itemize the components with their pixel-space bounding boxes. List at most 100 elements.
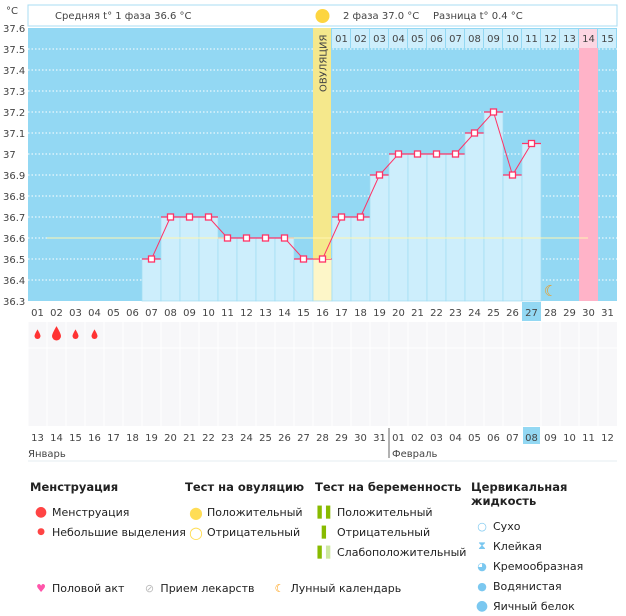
legend-item: Прием лекарств bbox=[160, 581, 255, 595]
legend-item: Лунный календарь bbox=[290, 581, 402, 595]
positive-circle-icon: ● bbox=[189, 502, 203, 522]
phase1-average: Средняя t° 1 фаза 36.6 °C bbox=[55, 11, 192, 22]
cycle-day-label: 31 bbox=[601, 308, 614, 319]
legend-item: Водянистая bbox=[493, 579, 562, 593]
date-label: 09 bbox=[544, 433, 557, 444]
cycle-day-label: 07 bbox=[145, 308, 158, 319]
luteal-day-label: 08 bbox=[468, 34, 481, 45]
date-label: 10 bbox=[563, 433, 576, 444]
cycle-day-label: 19 bbox=[373, 308, 386, 319]
creamy-icon: ◕ bbox=[477, 559, 487, 573]
legend-title: Тест на овуляцию bbox=[185, 480, 305, 494]
legend-title: Менструация bbox=[30, 480, 119, 494]
date-label: 11 bbox=[582, 433, 595, 444]
ovulation-label: ОВУЛЯЦИЯ bbox=[319, 35, 330, 93]
y-tick-label: 37.4 bbox=[3, 66, 25, 77]
luteal-day-cell bbox=[560, 29, 578, 48]
temperature-point bbox=[527, 139, 536, 148]
phase2-average: 2 фаза 37.0 °C bbox=[343, 11, 419, 22]
date-label: 27 bbox=[297, 433, 310, 444]
cycle-day-label: 05 bbox=[107, 308, 120, 319]
cycle-day-label: 22 bbox=[430, 308, 443, 319]
legend-ovulation-test: Тест на овуляцию ● Положительный ○ Отрицат… bbox=[185, 480, 304, 542]
date-label: 06 bbox=[487, 433, 500, 444]
menstruation-drop-icon bbox=[52, 326, 61, 341]
luteal-day-cell bbox=[446, 29, 464, 48]
cycle-day-label: 29 bbox=[563, 308, 576, 319]
date-label: 20 bbox=[164, 433, 177, 444]
month-label: Январь bbox=[28, 449, 66, 460]
legend-item: Клейкая bbox=[493, 539, 542, 553]
y-tick-label: 36.6 bbox=[3, 234, 25, 245]
temperature-bar bbox=[426, 153, 447, 302]
temperature-point bbox=[223, 234, 232, 242]
date-label: 31 bbox=[373, 433, 386, 444]
luteal-day-label: 14 bbox=[582, 34, 595, 45]
date-label: 05 bbox=[468, 433, 481, 444]
drop-small-icon: ● bbox=[37, 527, 45, 537]
temperature-point bbox=[166, 213, 175, 221]
legend-item: Положительный bbox=[337, 505, 433, 519]
cycle-day-label: 21 bbox=[411, 308, 424, 319]
date-label: 28 bbox=[316, 433, 329, 444]
temperature-point bbox=[280, 234, 289, 242]
luteal-day-cell bbox=[484, 29, 502, 48]
cycle-day-label: 03 bbox=[69, 308, 82, 319]
date-label: 03 bbox=[430, 433, 443, 444]
temperature-point bbox=[242, 234, 251, 242]
luteal-day-cell bbox=[579, 29, 597, 48]
temperature-point bbox=[508, 171, 517, 179]
luteal-day-label: 11 bbox=[525, 34, 538, 45]
today-highlight bbox=[522, 302, 541, 321]
cycle-day-label: 12 bbox=[240, 308, 253, 319]
temperature-point bbox=[299, 255, 308, 263]
cycle-day-label: 11 bbox=[221, 308, 234, 319]
y-tick-label: 37 bbox=[3, 150, 16, 161]
temperature-bar bbox=[236, 237, 257, 302]
temperature-point bbox=[147, 255, 156, 263]
ovulation-column bbox=[313, 28, 331, 259]
luteal-day-cell bbox=[522, 29, 540, 48]
cycle-day-label: 08 bbox=[164, 308, 177, 319]
temperature-bar bbox=[331, 216, 352, 302]
cycle-day-label: 06 bbox=[126, 308, 139, 319]
egg-white-icon: ● bbox=[475, 598, 489, 614]
luteal-day-label: 13 bbox=[563, 34, 576, 45]
temperature-point bbox=[470, 129, 479, 137]
temperature-bar bbox=[198, 216, 219, 302]
heart-icon: ♥ bbox=[36, 581, 46, 595]
cycle-day-label: 28 bbox=[544, 308, 557, 319]
luteal-day-label: 06 bbox=[430, 34, 443, 45]
temperature-bar bbox=[521, 143, 542, 302]
temperature-point bbox=[318, 255, 327, 263]
date-label: 02 bbox=[411, 433, 424, 444]
cycle-day-label: 16 bbox=[316, 308, 329, 319]
date-label: 30 bbox=[354, 433, 367, 444]
date-label: 07 bbox=[506, 433, 519, 444]
y-tick-label: 36.8 bbox=[3, 192, 25, 203]
luteal-day-label: 10 bbox=[506, 34, 519, 45]
temperature-difference: Разница t° 0.4 °C bbox=[433, 11, 523, 22]
faint-line-icon: ▌▌ bbox=[317, 545, 335, 559]
date-label: 21 bbox=[183, 433, 196, 444]
luteal-day-cell bbox=[598, 29, 616, 48]
cycle-day-label: 02 bbox=[50, 308, 63, 319]
luteal-day-cell bbox=[370, 29, 388, 48]
luteal-day-label: 04 bbox=[392, 34, 405, 45]
two-lines-icon: ▌▌ bbox=[317, 505, 335, 519]
moon-icon: ☾ bbox=[544, 282, 557, 300]
bbt-chart: °C Средняя t° 1 фаза 36.6 °C 2 фаза 37.0 °… bbox=[3, 4, 618, 462]
cycle-day-label: 04 bbox=[88, 308, 101, 319]
legend-item: Небольшие выделения bbox=[52, 525, 186, 539]
temperature-point bbox=[394, 150, 403, 158]
sticky-icon: ⧗ bbox=[478, 539, 486, 552]
symbols-area bbox=[28, 322, 617, 426]
legend-title: Тест на беременность bbox=[315, 480, 462, 494]
date-label: 17 bbox=[107, 433, 120, 444]
temperature-bar bbox=[179, 216, 200, 302]
legend-item: Менструация bbox=[52, 505, 130, 519]
luteal-day-cell bbox=[351, 29, 369, 48]
cycle-day-label: 20 bbox=[392, 308, 405, 319]
temperature-point bbox=[356, 213, 365, 221]
cycle-day-label: 01 bbox=[31, 308, 44, 319]
